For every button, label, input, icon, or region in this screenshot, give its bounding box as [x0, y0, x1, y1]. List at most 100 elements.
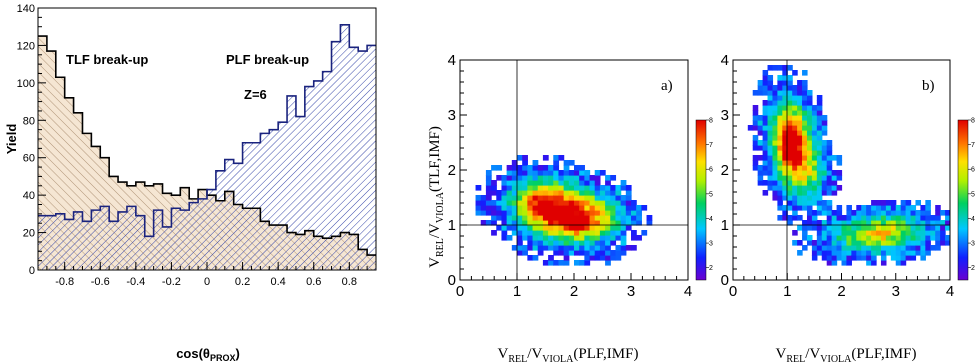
heatmap-cell	[797, 225, 803, 231]
heatmap-cell	[563, 160, 570, 166]
heatmap-cell	[610, 235, 617, 241]
heatmap-cell	[806, 180, 813, 186]
heatmap-cell	[599, 220, 606, 226]
heatmap-cell	[563, 230, 570, 236]
heatmap-cell	[610, 175, 617, 181]
heatmap-cell	[806, 175, 813, 181]
heatmap-cell	[542, 180, 549, 186]
heatmap-cell	[605, 255, 611, 261]
heatmap-cell	[599, 225, 606, 231]
heatmap-cell	[757, 85, 764, 91]
heatmap-cell	[920, 220, 926, 226]
heatmap-cell	[501, 180, 508, 186]
heatmap-cell	[511, 215, 518, 221]
heatmap-cell	[517, 175, 523, 181]
heatmap-cell	[816, 100, 823, 106]
heatmap-cell	[537, 200, 544, 206]
heatmap-cell	[491, 165, 497, 171]
heatmap-cell	[511, 220, 518, 226]
heatmap-cell	[757, 175, 764, 181]
heatmap-cell	[797, 85, 803, 91]
heatmap-cell	[940, 230, 946, 236]
heatmap-cell	[935, 245, 941, 251]
heatmap-cell	[826, 230, 833, 236]
heatmap-cell	[757, 140, 764, 146]
heatmap-cell	[511, 195, 518, 201]
heatmap-cell	[517, 225, 523, 231]
heatmap-cell	[568, 240, 575, 246]
heatmap-cell	[563, 215, 570, 221]
heatmap-cell	[558, 235, 565, 241]
heatmap-cell	[797, 205, 803, 211]
heatmap-cell	[821, 130, 828, 136]
heatmap-cell	[553, 230, 560, 236]
heatmap-cell	[574, 245, 580, 251]
heatmap-cell	[787, 100, 793, 106]
heatmap-cell	[599, 250, 606, 256]
heatmap-cell	[777, 180, 783, 186]
heatmap-cell	[831, 250, 838, 256]
heatmap-cell	[856, 210, 862, 216]
heatmap-cell	[553, 205, 560, 211]
heatmap-cell	[620, 215, 627, 221]
heatmap-cell	[574, 180, 580, 186]
heatmap-cell	[589, 255, 596, 261]
heatmap-cell	[579, 205, 585, 211]
heatmap-y-label: VREL​/VVIOLA​(TLF,IMF)	[427, 126, 446, 268]
heatmap-y-label-text: VREL​/VVIOLA​(TLF,IMF)	[427, 126, 446, 268]
heatmap-cell	[610, 225, 617, 231]
heatmap-cell	[777, 80, 783, 86]
heatmap-cell	[910, 250, 917, 256]
heatmap-cell	[806, 105, 813, 111]
heatmap-cell	[548, 205, 554, 211]
heatmap-cell	[615, 230, 622, 236]
heatmap-cell	[532, 215, 539, 221]
heatmap-cell	[506, 175, 513, 181]
heatmap-cell	[797, 195, 803, 201]
heatmap-cell	[826, 260, 833, 266]
heatmap-cell	[895, 210, 902, 216]
heatmap-cell	[935, 210, 941, 216]
heatmap-cell	[594, 190, 601, 196]
heatmap-cell	[925, 235, 931, 241]
heatmap-cell	[797, 165, 803, 171]
heatmap-cell	[895, 235, 902, 241]
heatmap-cell	[915, 210, 922, 216]
heatmap-cell	[491, 200, 497, 206]
heatmap-cell	[826, 140, 833, 146]
y-tick-label: 4	[448, 52, 456, 69]
heatmap-cell	[558, 155, 565, 161]
x-tick-label: 0.8	[342, 276, 357, 288]
heatmap-cell	[527, 205, 534, 211]
heatmap-cell	[910, 220, 917, 226]
heatmap-cell	[782, 100, 788, 106]
heatmap-cell	[811, 225, 818, 231]
heatmap-cell	[811, 255, 818, 261]
heatmap-cell	[517, 230, 523, 236]
heatmap-cell	[563, 170, 570, 176]
heatmap-cell	[636, 235, 642, 241]
heatmap-cell	[792, 145, 798, 151]
heatmap-cell	[511, 185, 518, 191]
heatmap-cell	[826, 185, 833, 191]
heatmap-cell	[563, 240, 570, 246]
heatmap-cell	[620, 200, 627, 206]
heatmap-cell	[584, 205, 591, 211]
heatmap-cell	[787, 180, 793, 186]
heatmap-cell	[866, 260, 872, 266]
heatmap-cell	[605, 240, 611, 246]
heatmap-cell	[821, 145, 828, 151]
heatmap-cell	[574, 185, 580, 191]
heatmap-cell	[806, 170, 813, 176]
heatmap-cell	[511, 205, 518, 211]
x-tick-label: 0	[204, 276, 210, 288]
heatmap-cell	[821, 205, 828, 211]
heatmap-cell	[846, 220, 852, 226]
heatmap-cell	[563, 190, 570, 196]
heatmap-cell	[876, 205, 882, 211]
heatmap-cell	[787, 115, 793, 121]
heatmap-cell	[532, 200, 539, 206]
heatmap-cell	[831, 235, 838, 241]
heatmap-cell	[767, 120, 774, 126]
heatmap-cell	[821, 140, 828, 146]
